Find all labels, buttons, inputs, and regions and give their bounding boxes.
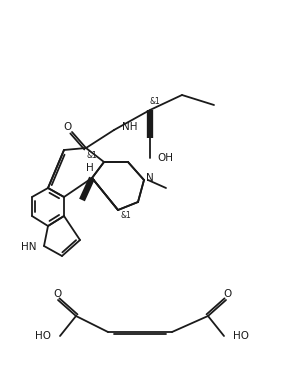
Text: HO: HO bbox=[233, 331, 249, 341]
Text: NH: NH bbox=[122, 122, 137, 132]
Text: O: O bbox=[223, 289, 231, 299]
Text: &1: &1 bbox=[87, 150, 97, 160]
Text: H: H bbox=[86, 163, 94, 173]
Text: HN: HN bbox=[20, 242, 36, 252]
Text: OH: OH bbox=[157, 153, 173, 163]
Text: HO: HO bbox=[35, 331, 51, 341]
Text: O: O bbox=[53, 289, 61, 299]
Text: N: N bbox=[146, 173, 154, 183]
Text: O: O bbox=[64, 122, 72, 132]
Text: &1: &1 bbox=[150, 97, 160, 107]
Text: &1: &1 bbox=[121, 211, 131, 219]
